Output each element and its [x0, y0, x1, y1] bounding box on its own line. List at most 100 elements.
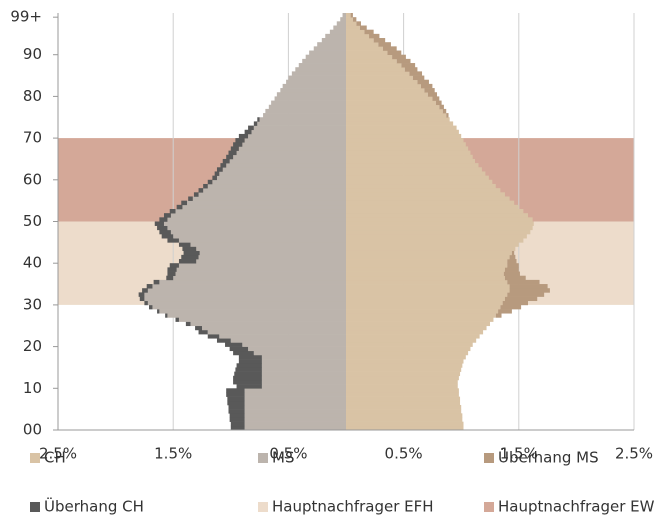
bar — [382, 46, 397, 51]
legend-label: MS — [272, 449, 294, 467]
bar — [346, 67, 405, 72]
bar — [346, 234, 527, 239]
bar — [196, 259, 346, 264]
bar — [248, 346, 346, 352]
bar — [225, 342, 243, 347]
bar — [170, 229, 346, 235]
bar — [202, 325, 346, 331]
bar — [346, 288, 510, 293]
bar — [259, 117, 346, 122]
bar — [244, 400, 346, 406]
bar — [288, 75, 346, 81]
bar — [265, 108, 346, 114]
bar — [373, 38, 386, 43]
bar — [227, 396, 245, 402]
bar — [346, 96, 433, 101]
bar — [163, 213, 171, 218]
bar — [432, 96, 440, 101]
legend-label: Hauptnachfrager EW — [498, 498, 655, 516]
bar — [146, 284, 153, 289]
bar — [142, 288, 148, 293]
bar — [138, 292, 145, 297]
bar — [192, 196, 346, 201]
bar — [346, 100, 436, 106]
bar — [346, 196, 510, 201]
bar — [244, 129, 252, 135]
bar — [230, 146, 239, 151]
bar — [183, 250, 200, 256]
bar — [157, 309, 160, 314]
legend-label: Überhang MS — [498, 448, 599, 467]
bar — [507, 263, 519, 268]
bar — [244, 417, 346, 422]
bar — [235, 367, 262, 372]
bar — [159, 279, 346, 285]
bar — [244, 138, 346, 143]
bar — [504, 267, 519, 272]
bar — [346, 296, 505, 302]
bar — [313, 46, 346, 51]
y-tick-label: 70 — [23, 129, 42, 147]
y-tick-label: 90 — [23, 45, 42, 63]
bar — [507, 259, 517, 264]
bar — [167, 238, 179, 243]
bar — [161, 234, 174, 239]
bar — [198, 254, 346, 260]
bar — [144, 292, 346, 297]
bar — [207, 334, 220, 339]
bar — [261, 375, 346, 381]
bar — [346, 142, 466, 147]
bar — [187, 200, 346, 206]
bar — [167, 217, 346, 222]
bar — [295, 67, 346, 72]
bar — [346, 267, 505, 272]
bar — [346, 225, 533, 231]
bar — [229, 417, 245, 422]
bar — [248, 125, 254, 131]
bar — [163, 221, 346, 226]
bar — [253, 121, 258, 126]
bar — [216, 167, 223, 172]
bar — [346, 92, 428, 97]
bar — [182, 204, 346, 210]
bar — [261, 379, 346, 385]
bar — [233, 142, 243, 147]
bar — [233, 154, 346, 160]
bar — [346, 388, 459, 393]
bar — [203, 183, 208, 189]
bar — [446, 113, 449, 118]
bar — [346, 338, 477, 343]
bar — [346, 25, 360, 30]
bar — [222, 167, 346, 172]
bar — [424, 88, 435, 93]
bar — [244, 404, 346, 410]
bar — [305, 54, 346, 60]
bar — [346, 334, 480, 339]
bar — [511, 250, 515, 256]
legend-label: CH — [44, 449, 66, 467]
bar — [188, 196, 193, 201]
bar — [346, 229, 531, 235]
bar — [346, 83, 421, 89]
bar — [248, 133, 346, 139]
bar — [346, 409, 462, 414]
bar — [342, 13, 346, 18]
bar — [261, 367, 346, 372]
bar — [346, 117, 450, 122]
bar — [369, 33, 380, 39]
bar — [346, 50, 388, 55]
bar — [173, 275, 346, 281]
bar — [509, 284, 548, 289]
bar — [346, 350, 469, 356]
bar — [159, 229, 171, 235]
y-tick-label: 50 — [23, 212, 42, 230]
bar — [216, 338, 231, 343]
bar — [176, 204, 183, 210]
bar — [321, 38, 346, 43]
bar — [420, 83, 433, 89]
legend-swatch — [258, 502, 268, 512]
bar — [346, 58, 397, 64]
bar — [244, 421, 346, 427]
bar — [396, 58, 411, 64]
bar — [153, 279, 160, 285]
